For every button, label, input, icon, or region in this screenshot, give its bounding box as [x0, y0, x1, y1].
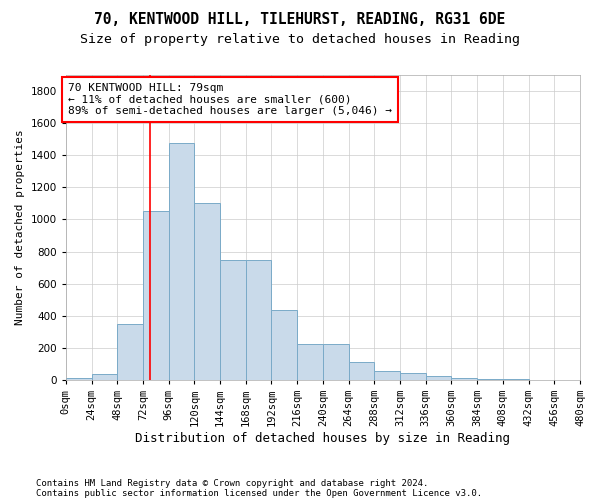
Bar	[271, 310, 297, 380]
Bar	[400, 372, 426, 380]
Text: 70, KENTWOOD HILL, TILEHURST, READING, RG31 6DE: 70, KENTWOOD HILL, TILEHURST, READING, R…	[94, 12, 506, 28]
Y-axis label: Number of detached properties: Number of detached properties	[15, 130, 25, 326]
Bar	[117, 324, 143, 380]
Bar	[323, 344, 349, 380]
Bar	[297, 344, 323, 380]
Bar	[246, 260, 271, 380]
Text: 70 KENTWOOD HILL: 79sqm
← 11% of detached houses are smaller (600)
89% of semi-d: 70 KENTWOOD HILL: 79sqm ← 11% of detache…	[68, 83, 392, 116]
Bar	[374, 371, 400, 380]
X-axis label: Distribution of detached houses by size in Reading: Distribution of detached houses by size …	[136, 432, 511, 445]
Bar	[66, 378, 92, 380]
Bar	[194, 204, 220, 380]
Bar	[220, 260, 246, 380]
Text: Contains public sector information licensed under the Open Government Licence v3: Contains public sector information licen…	[36, 488, 482, 498]
Bar	[92, 374, 117, 380]
Bar	[169, 143, 194, 380]
Text: Contains HM Land Registry data © Crown copyright and database right 2024.: Contains HM Land Registry data © Crown c…	[36, 478, 428, 488]
Bar	[349, 362, 374, 380]
Bar	[426, 376, 451, 380]
Bar	[451, 378, 477, 380]
Bar	[477, 379, 503, 380]
Text: Size of property relative to detached houses in Reading: Size of property relative to detached ho…	[80, 32, 520, 46]
Bar	[143, 212, 169, 380]
